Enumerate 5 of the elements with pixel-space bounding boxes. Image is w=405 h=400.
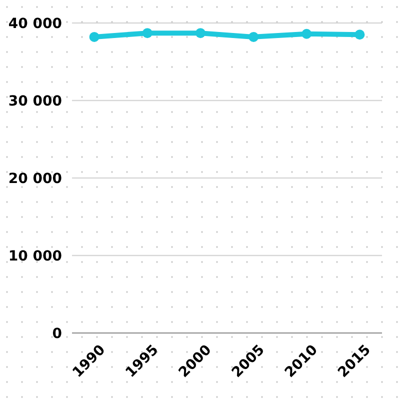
y-tick-label: 0 bbox=[52, 326, 62, 342]
y-tick-label: 40 000 bbox=[8, 16, 62, 32]
y-tick-label: 30 000 bbox=[8, 93, 62, 110]
y-tick-label: 20 000 bbox=[8, 170, 62, 187]
y-tick-label: 10 000 bbox=[8, 248, 62, 264]
